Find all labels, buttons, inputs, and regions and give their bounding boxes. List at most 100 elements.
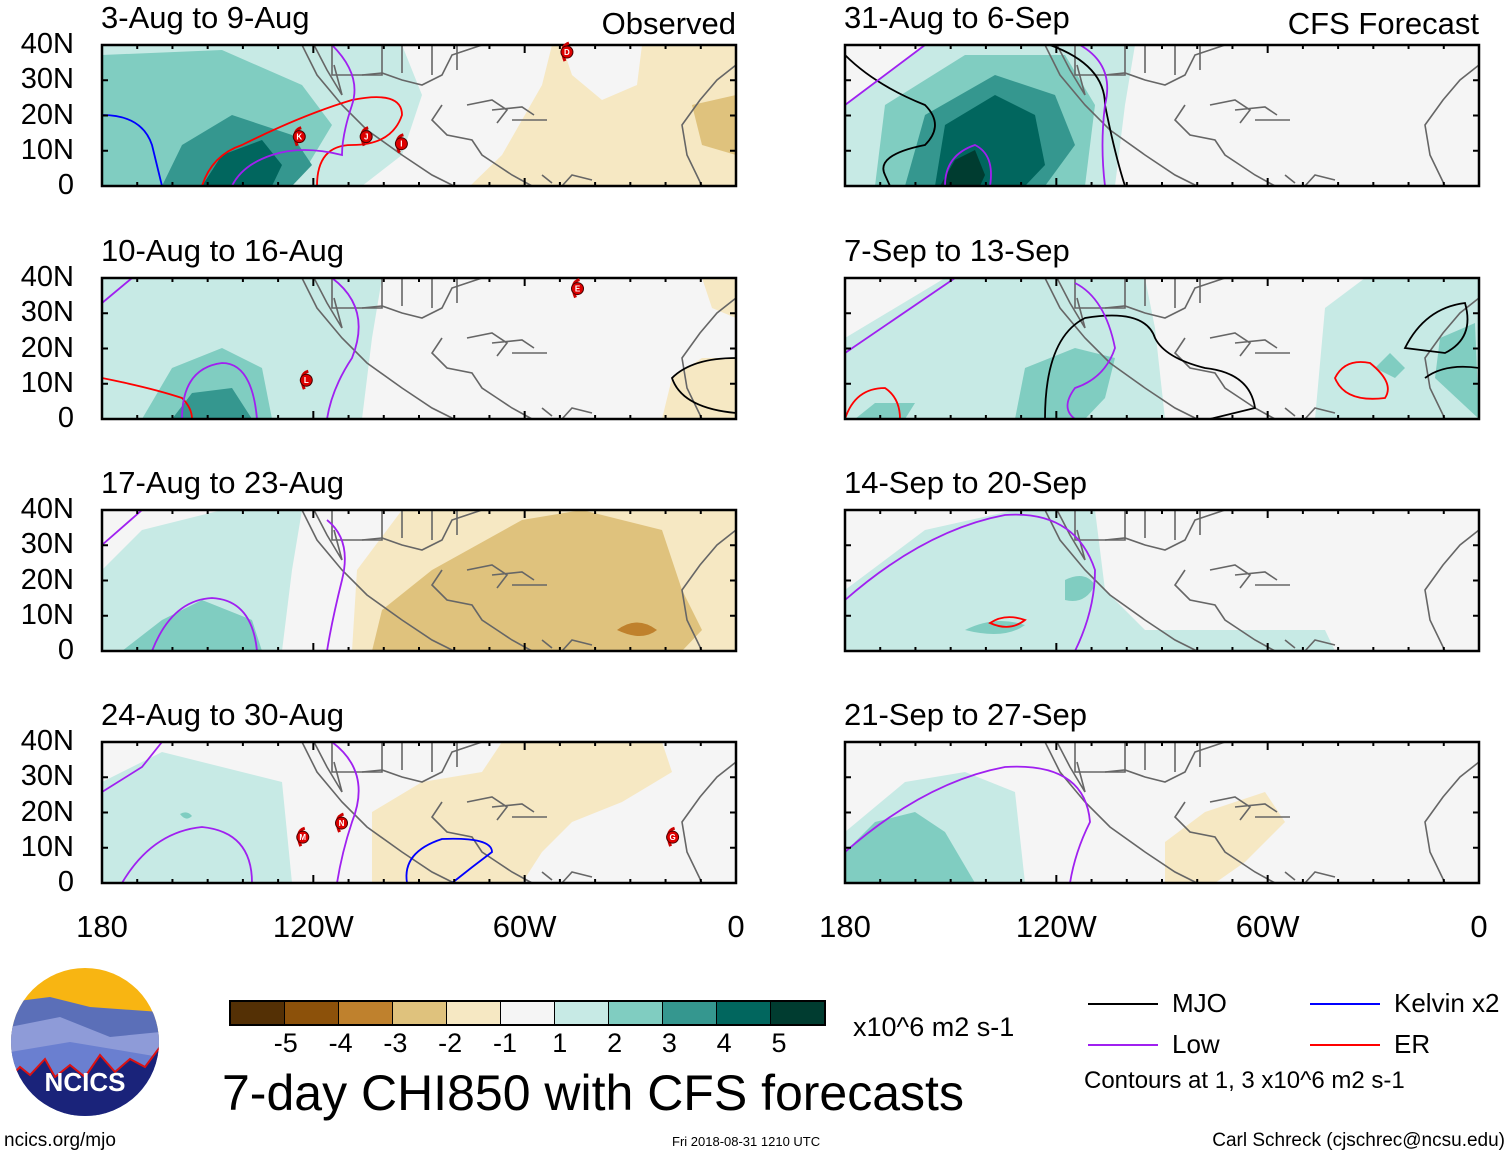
lat-label: 0 [57,169,74,201]
coastline [401,278,458,308]
colorbar-tick-label: 2 [607,1028,623,1058]
coastline [491,106,535,116]
lat-label: 0 [57,402,74,434]
coastline [1304,871,1336,884]
map-panel: D K J I [100,41,738,188]
colorbar-tick-label: 3 [661,1028,677,1058]
coastline [1284,174,1296,184]
tropical-cyclone-icon: N [335,812,349,833]
coastline [681,64,737,187]
svg-text:G: G [669,833,675,842]
legend-mjo: MJO [1088,988,1227,1019]
chi-shading [470,45,736,186]
coastline [681,529,737,652]
wave-contour [101,509,143,546]
wave-contour [151,597,258,652]
chi-shading [1435,323,1479,419]
map-frame [843,508,1481,653]
coastline [361,277,483,319]
colorbar-tick-label: 1 [552,1028,568,1058]
coastline [491,571,535,581]
map-frame [100,740,738,885]
figure-title: 7-day CHI850 with CFS forecasts [222,1065,964,1121]
coastline [1104,277,1226,319]
wave-contour [1403,302,1469,354]
map-frame [100,43,738,188]
chi-shading [562,45,642,100]
colorbar-swatch [771,1002,824,1024]
coastline [1173,104,1276,187]
wave-contour [101,377,193,420]
coastline [561,174,593,187]
coastline [1234,571,1278,581]
colorbar-swatch [231,1002,285,1024]
wave-contour [844,44,926,106]
map-panel [100,508,738,653]
wave-contour [1079,44,1109,187]
panel-title: 31-Aug to 6-Sep [844,0,1070,35]
colorbar-swatch [663,1002,717,1024]
map-panel [843,508,1481,653]
legend-kelvin: Kelvin x2 [1310,988,1500,1019]
coastline [313,44,343,96]
lat-label: 40N [20,28,74,60]
wave-contour [844,765,1091,884]
er-line-swatch [1310,1043,1380,1046]
coastline [401,510,458,540]
map-frame [843,740,1481,885]
chi-shading [372,510,702,651]
lat-label: 40N [20,493,74,525]
panel-title: 14-Sep to 20-Sep [844,465,1088,500]
panel-title: 21-Sep to 27-Sep [844,697,1088,732]
coastline [1044,741,1198,884]
map-panel [843,276,1481,421]
coastline [1144,742,1201,772]
legend-label: MJO [1172,988,1227,1018]
coastline [561,407,593,420]
coastline [491,803,535,813]
coastline [1209,332,1252,357]
wave-contour [405,837,493,884]
contour-note: Contours at 1, 3 x10^6 m2 s-1 [1084,1067,1405,1094]
map-frame [843,276,1481,421]
coastline [1144,45,1201,75]
coastline [466,332,509,357]
coastline [466,99,509,124]
wave-contour [201,96,403,187]
wave-contour [326,519,346,652]
panel-title: 3-Aug to 9-Aug [101,0,310,35]
chi-shading [102,510,302,651]
wave-contour [101,741,163,793]
coastline [1209,796,1252,821]
wave-contour [1334,361,1389,400]
legend-label: Low [1172,1029,1220,1059]
svg-text:E: E [575,285,581,294]
colorbar-tick-label: 4 [716,1028,732,1058]
tropical-cyclone-icon: G [666,826,680,847]
lon-label: 120W [1015,909,1097,944]
footer-url[interactable]: ncics.org/mjo [4,1130,116,1151]
coastline [1104,741,1226,783]
map-panel [843,43,1481,188]
tropical-cyclone-icon: M [296,826,310,847]
chi-shading [202,140,282,186]
coastline [1144,278,1201,308]
lat-label: 30N [20,296,74,329]
map-panel [843,740,1481,885]
colorbar-tick-label: -4 [328,1028,353,1058]
colorbar-tick-label: 5 [771,1028,787,1058]
coastline [681,297,737,420]
lat-label: 20N [20,563,74,596]
coastline [361,509,483,551]
legend-low: Low [1088,1029,1220,1060]
coastline [1074,742,1126,773]
chi-shading [1165,792,1285,883]
coastline [541,407,553,417]
chi-shading [1375,353,1405,378]
lat-label: 20N [20,795,74,828]
coastline [1424,64,1480,187]
lat-label: 20N [20,331,74,364]
colorbar-tick-label: -1 [492,1028,518,1058]
coastline [313,509,343,561]
